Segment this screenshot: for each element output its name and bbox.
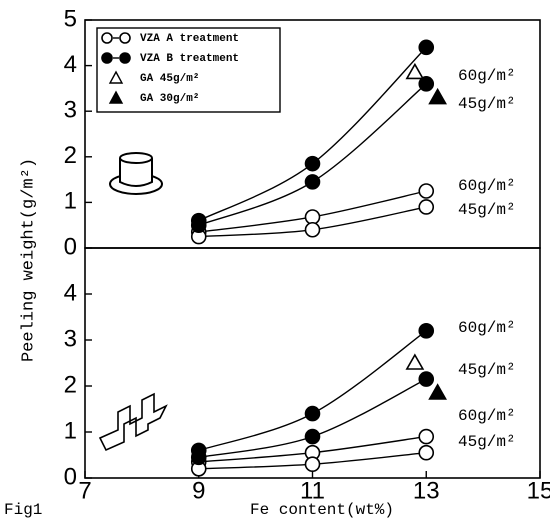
x-tick-label: 15 — [527, 477, 550, 504]
strip-icon — [98, 392, 168, 452]
y-tick-label: 4 — [64, 279, 77, 306]
marker — [418, 39, 435, 56]
marker — [304, 221, 321, 238]
figure-label: Fig1 — [4, 501, 42, 519]
marker — [418, 444, 435, 461]
annotation: 45g/m² — [458, 433, 516, 451]
legend-label: GA 30g/m² — [140, 93, 199, 105]
marker — [101, 32, 113, 44]
marker — [405, 353, 425, 370]
marker — [119, 52, 131, 64]
y-tick-label: 0 — [64, 463, 77, 490]
annotation: 45g/m² — [458, 95, 516, 113]
marker — [428, 383, 448, 400]
marker — [418, 76, 435, 92]
legend-label: VZA A treatment — [140, 33, 239, 45]
annotation: 60g/m² — [458, 67, 516, 85]
legend: VZA A treatment VZA B treatment GA 45g/m² G… — [96, 27, 281, 113]
annotation: 60g/m² — [458, 407, 516, 425]
y-tick-label: 5 — [64, 5, 77, 32]
marker — [304, 456, 321, 473]
marker — [190, 449, 207, 466]
marker — [304, 155, 321, 172]
y-tick-label: 2 — [64, 142, 77, 169]
x-tick-label: 7 — [78, 477, 91, 504]
marker — [304, 209, 321, 225]
y-tick-label: 3 — [64, 97, 77, 124]
annotation: 60g/m² — [458, 319, 516, 337]
x-tick-label: 11 — [300, 477, 325, 504]
marker — [190, 217, 207, 233]
legend-label: VZA B treatment — [140, 53, 239, 65]
marker — [418, 371, 435, 387]
marker — [418, 428, 435, 445]
marker — [119, 32, 131, 44]
y-tick-label: 0 — [64, 233, 77, 260]
x-tick-label: 9 — [192, 477, 205, 504]
marker — [418, 322, 435, 339]
y-tick-label: 1 — [64, 417, 77, 444]
marker — [304, 428, 321, 445]
y-tick-label: 1 — [64, 188, 77, 215]
x-axis-label: Fe content(wt%) — [250, 501, 394, 519]
y-tick-label: 2 — [64, 371, 77, 398]
marker — [428, 87, 448, 105]
annotation: 45g/m² — [458, 201, 516, 219]
marker — [405, 62, 425, 80]
marker — [418, 183, 435, 199]
y-axis-label: Peeling weight(g/m²) — [19, 158, 38, 362]
annotation: 45g/m² — [458, 361, 516, 379]
y-tick-label: 3 — [64, 325, 77, 352]
x-tick-label: 13 — [413, 477, 440, 504]
y-tick-label: 4 — [64, 51, 77, 78]
marker — [418, 199, 435, 215]
marker — [108, 70, 124, 84]
marker — [101, 52, 113, 64]
annotation: 60g/m² — [458, 177, 516, 195]
marker — [304, 174, 321, 190]
marker — [108, 90, 124, 104]
marker — [304, 405, 321, 422]
cylinder-icon — [109, 152, 163, 195]
legend-label: GA 45g/m² — [140, 73, 199, 85]
